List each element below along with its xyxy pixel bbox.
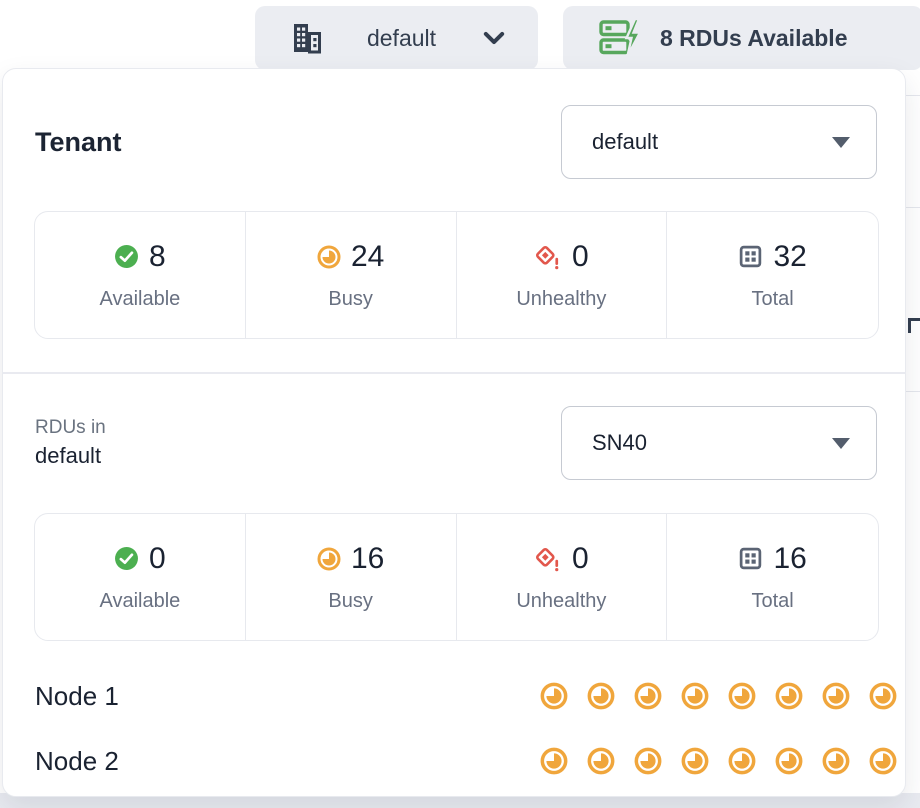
check-circle-icon [114, 244, 139, 269]
background-line [905, 207, 920, 208]
stat-busy-label: Busy [328, 589, 373, 612]
stat-unhealthy-label: Unhealthy [516, 589, 607, 612]
node-rdu-icons [540, 747, 897, 775]
chevron-down-icon [480, 24, 508, 52]
busy-rdu-icon [587, 747, 615, 775]
stat-busy: 24 Busy [246, 212, 457, 338]
tenant-section-title: Tenant [35, 126, 122, 157]
busy-rdu-icon [540, 682, 568, 710]
total-grid-icon [738, 546, 763, 571]
dropdown-arrow-icon [832, 437, 850, 449]
busy-rdu-icon [587, 682, 615, 710]
tenant-stats-row: 8 Available 24 Busy [34, 211, 879, 339]
total-grid-icon [738, 244, 763, 269]
busy-rdu-icon [681, 747, 709, 775]
stat-total: 32 Total [667, 212, 878, 338]
tenant-select-value: default [592, 129, 659, 154]
busy-rdu-icon [728, 682, 756, 710]
stat-available: 0 Available [35, 514, 246, 640]
stat-available: 8 Available [35, 212, 246, 338]
node-label: Node 1 [35, 680, 119, 711]
node-type-select[interactable]: SN40 [561, 406, 877, 480]
tenant-select[interactable]: default [561, 105, 877, 179]
stat-total-value: 16 [773, 541, 807, 575]
busy-rdu-icon [540, 747, 568, 775]
section-divider [3, 372, 905, 374]
building-icon [291, 22, 323, 54]
node-rdu-icons [540, 682, 897, 710]
stat-unhealthy-value: 0 [572, 541, 589, 575]
rdu-availability-button[interactable]: 8 RDUs Available [563, 6, 920, 70]
node-type-select-value: SN40 [592, 430, 648, 455]
unhealthy-diamond-icon [534, 244, 562, 270]
rdus-in-label: RDUs in [35, 417, 106, 439]
rdu-server-bolt-icon [599, 18, 643, 58]
node-row: Node 2 [35, 734, 897, 788]
background-line [905, 95, 920, 96]
rdus-header-row: RDUs in default SN40 [35, 406, 877, 480]
busy-rdu-icon [681, 682, 709, 710]
stat-available-label: Available [99, 287, 181, 310]
stat-available-value: 8 [149, 239, 166, 273]
stat-unhealthy-label: Unhealthy [516, 287, 607, 310]
stat-busy-value: 24 [350, 239, 385, 273]
busy-rdu-icon [775, 747, 803, 775]
stat-total-value: 32 [773, 239, 807, 273]
occluded-background-glyph [908, 318, 920, 333]
busy-rdu-icon [728, 747, 756, 775]
busy-rdu-icon [775, 682, 803, 710]
rdu-button-label: 8 RDUs Available [660, 24, 848, 51]
busy-rdu-icon [634, 747, 662, 775]
dropdown-arrow-icon [832, 136, 850, 148]
stat-unhealthy: 0 Unhealthy [457, 212, 668, 338]
busy-rdu-icon [822, 747, 850, 775]
busy-rdu-icon [634, 682, 662, 710]
busy-rdu-icon [822, 682, 850, 710]
rdu-stats-row: 0 Available 16 Busy [34, 513, 879, 641]
busy-rdu-icon [869, 682, 897, 710]
busy-clock-icon [317, 245, 341, 269]
rdu-status-popover: Tenant default 8 Available [2, 68, 906, 797]
busy-clock-icon [317, 547, 341, 571]
tenant-button-label: default [366, 24, 437, 51]
rdus-tenant-name: default [35, 442, 102, 468]
node-label: Node 2 [35, 745, 119, 776]
stat-total-label: Total [751, 589, 794, 612]
stat-busy-label: Busy [328, 287, 373, 310]
stat-busy-value: 16 [350, 541, 385, 575]
check-circle-icon [114, 546, 139, 571]
stat-total-label: Total [751, 287, 794, 310]
stat-total: 16 Total [667, 514, 878, 640]
stat-available-label: Available [99, 589, 181, 612]
background-line [905, 391, 920, 392]
unhealthy-diamond-icon [534, 546, 562, 572]
node-row: Node 1 [35, 669, 897, 723]
busy-rdu-icon [869, 747, 897, 775]
stat-available-value: 0 [149, 541, 166, 575]
tenant-selector-button[interactable]: default [255, 6, 538, 70]
stat-unhealthy-value: 0 [572, 239, 589, 273]
rdus-section-title: RDUs in default [35, 415, 106, 470]
stat-busy: 16 Busy [246, 514, 457, 640]
tenant-header-row: Tenant default [35, 105, 877, 179]
stat-unhealthy: 0 Unhealthy [457, 514, 668, 640]
